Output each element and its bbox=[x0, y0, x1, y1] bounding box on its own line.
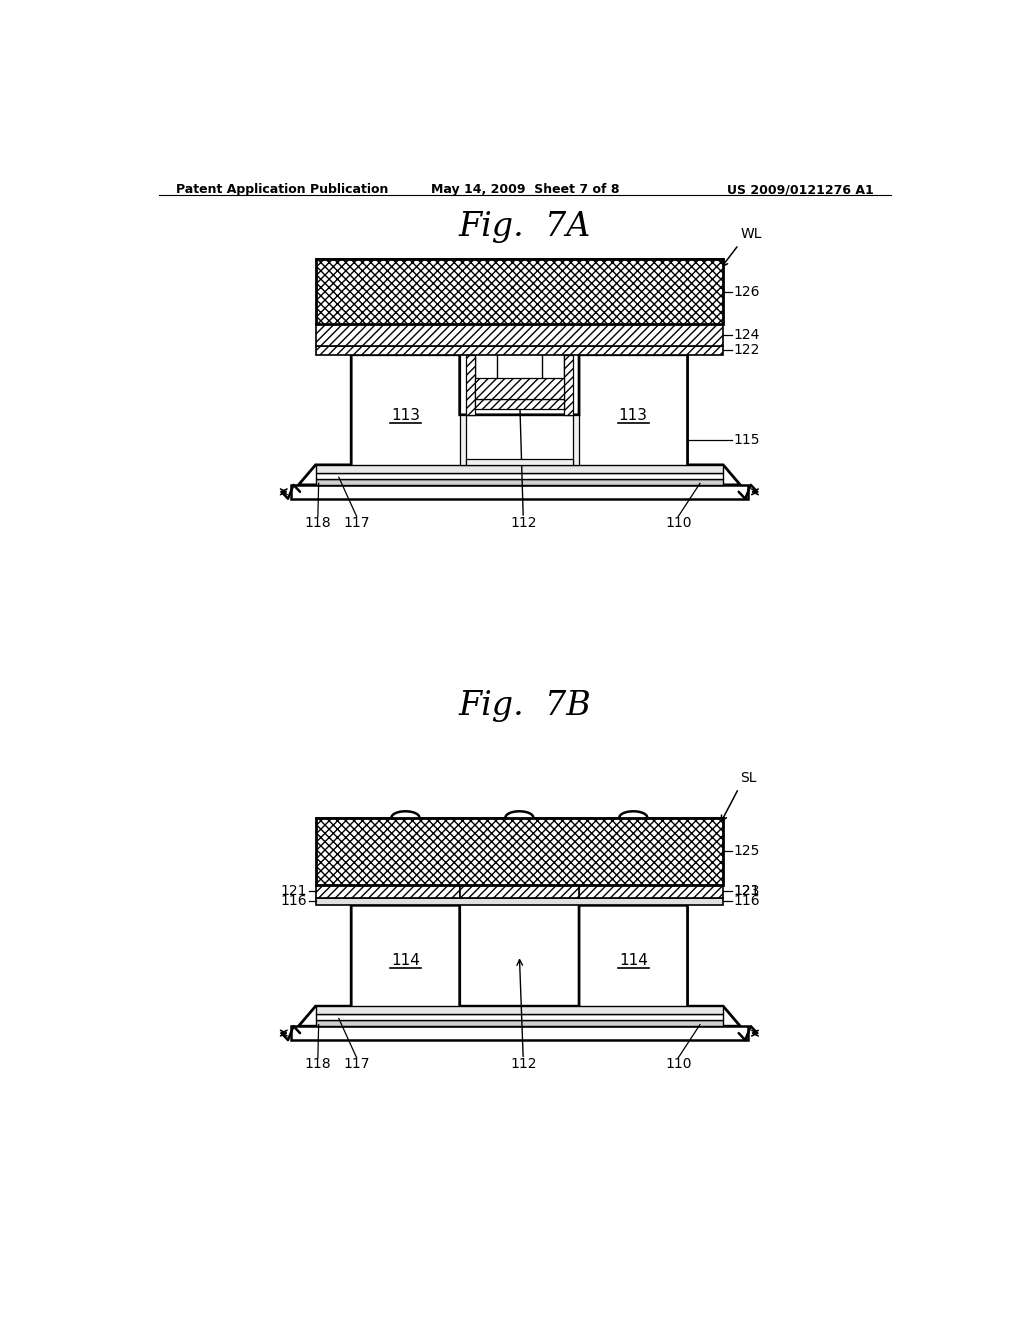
Text: 112: 112 bbox=[510, 516, 537, 529]
Bar bbox=[315, 1006, 723, 1014]
Bar bbox=[315, 473, 723, 479]
Text: 116: 116 bbox=[281, 895, 307, 908]
Text: 114: 114 bbox=[618, 953, 648, 969]
Bar bbox=[315, 1014, 723, 1020]
Text: 116: 116 bbox=[733, 895, 760, 908]
Text: 121: 121 bbox=[281, 884, 307, 899]
Bar bbox=[315, 898, 723, 906]
Text: 126: 126 bbox=[733, 285, 760, 298]
Text: 122: 122 bbox=[733, 343, 760, 358]
Text: 124: 124 bbox=[733, 327, 760, 342]
Text: 112: 112 bbox=[510, 1057, 537, 1071]
Text: 117: 117 bbox=[343, 1057, 370, 1071]
Text: 118: 118 bbox=[304, 1057, 331, 1071]
Text: 121: 121 bbox=[733, 884, 760, 899]
Bar bbox=[291, 484, 748, 499]
Polygon shape bbox=[299, 355, 740, 484]
Bar bbox=[315, 1020, 723, 1026]
Bar bbox=[315, 886, 460, 898]
Text: 115: 115 bbox=[733, 433, 760, 447]
Text: 125: 125 bbox=[733, 845, 760, 858]
Bar bbox=[466, 459, 572, 465]
Bar bbox=[315, 346, 723, 355]
Bar bbox=[315, 259, 723, 323]
Text: Fig.  7A: Fig. 7A bbox=[459, 211, 591, 243]
Bar bbox=[315, 817, 723, 886]
Bar bbox=[572, 414, 579, 465]
Text: 118: 118 bbox=[304, 516, 331, 529]
Bar bbox=[579, 886, 723, 898]
Bar bbox=[315, 323, 723, 346]
Text: 123: 123 bbox=[733, 884, 760, 899]
Text: 114: 114 bbox=[391, 953, 420, 969]
Bar bbox=[460, 414, 466, 465]
Bar bbox=[315, 479, 723, 484]
Text: 113: 113 bbox=[391, 408, 420, 422]
Text: May 14, 2009  Sheet 7 of 8: May 14, 2009 Sheet 7 of 8 bbox=[430, 183, 620, 197]
Text: US 2009/0121276 A1: US 2009/0121276 A1 bbox=[727, 183, 873, 197]
Bar bbox=[475, 378, 563, 400]
Text: Fig.  7B: Fig. 7B bbox=[459, 689, 591, 722]
Bar bbox=[563, 355, 572, 414]
Text: SL: SL bbox=[740, 771, 757, 785]
Bar bbox=[475, 400, 563, 409]
Text: WL: WL bbox=[740, 227, 762, 240]
Text: 110: 110 bbox=[665, 1057, 691, 1071]
Bar bbox=[466, 355, 475, 414]
Text: 113: 113 bbox=[618, 408, 648, 422]
Bar bbox=[291, 1026, 748, 1040]
Text: 110: 110 bbox=[665, 516, 691, 529]
Text: Patent Application Publication: Patent Application Publication bbox=[176, 183, 388, 197]
Bar bbox=[460, 886, 579, 898]
Polygon shape bbox=[299, 906, 740, 1026]
Text: 117: 117 bbox=[343, 516, 370, 529]
Bar bbox=[315, 465, 723, 473]
